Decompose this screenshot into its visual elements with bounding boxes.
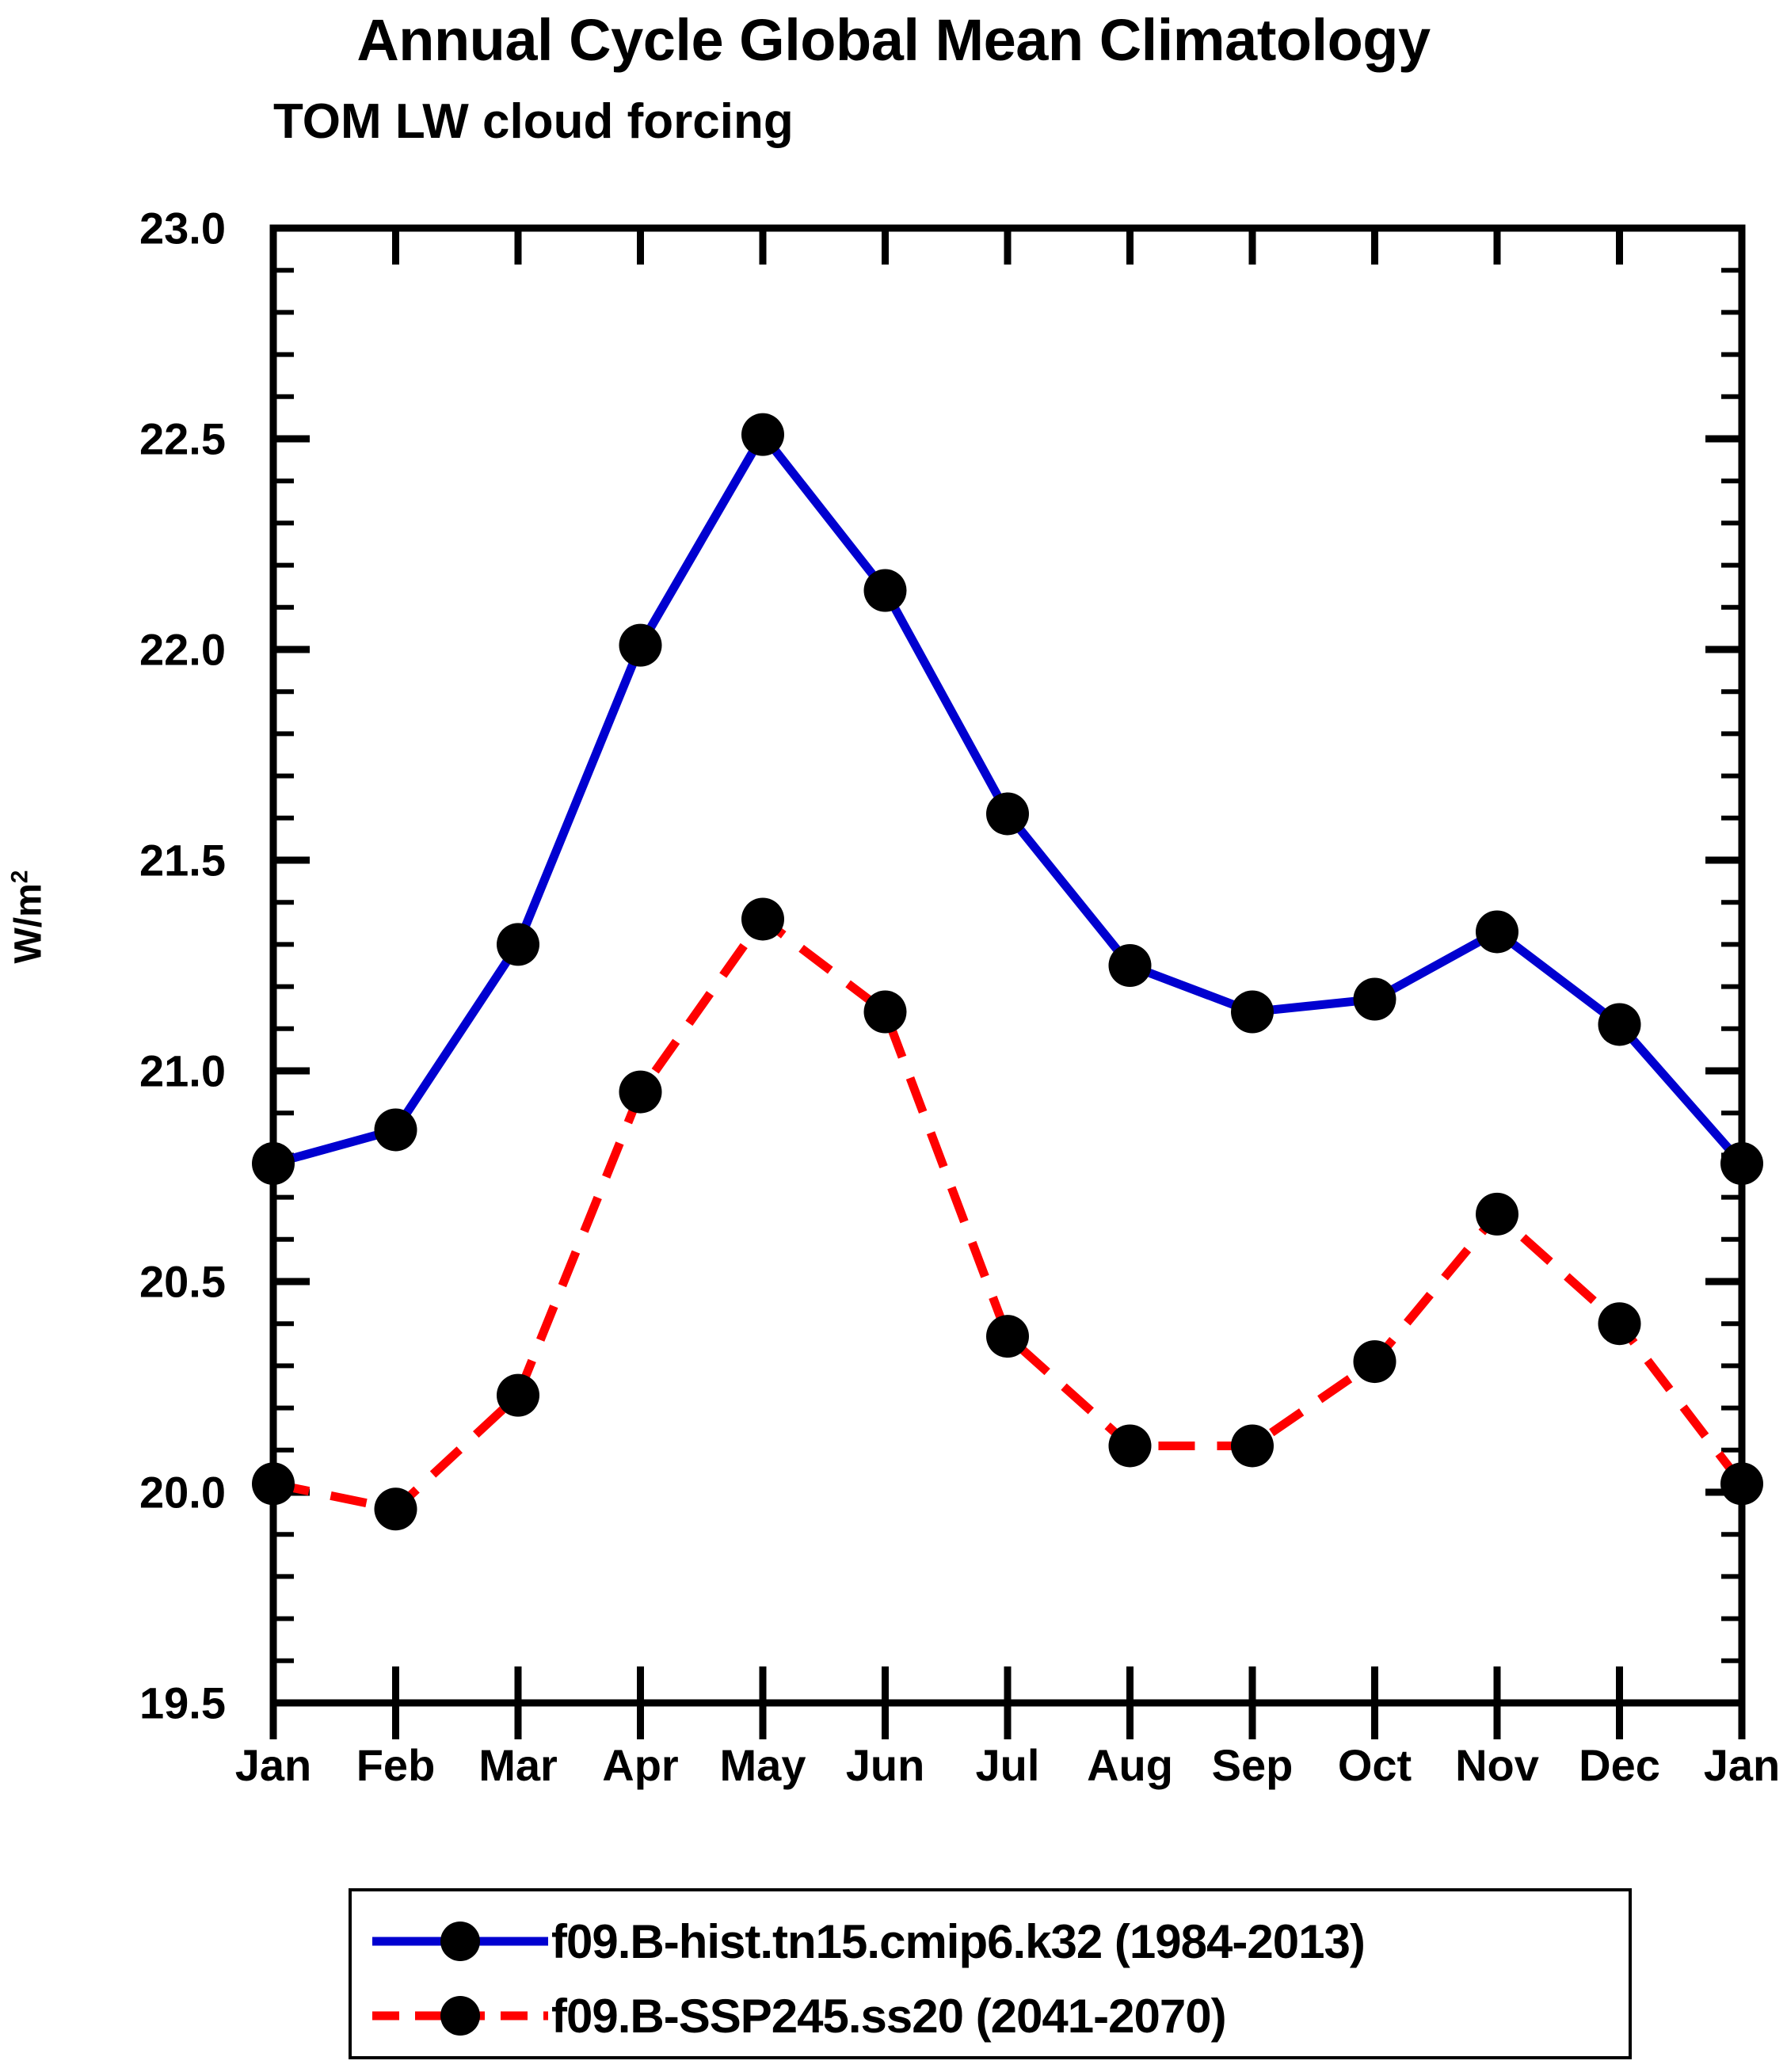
data-point-marker [1108, 944, 1152, 987]
x-tick-label: Oct [1337, 1740, 1412, 1790]
chart-legend: f09.B-hist.tn15.cmip6.k32 (1984-2013) f0… [349, 1888, 1632, 2059]
data-point-marker [1108, 1424, 1152, 1468]
x-tick-label: Sep [1211, 1740, 1294, 1790]
legend-label-0: f09.B-hist.tn15.cmip6.k32 (1984-2013) [551, 1914, 1366, 1968]
x-tick-label: Jan [234, 1740, 312, 1790]
x-tick-label: Dec [1579, 1740, 1660, 1790]
data-point-marker [1353, 977, 1396, 1021]
x-tick-label: Feb [356, 1740, 436, 1790]
y-tick-label: 21.5 [139, 835, 226, 886]
x-tick-label: Apr [602, 1740, 679, 1790]
y-tick-label: 23.0 [139, 203, 226, 253]
y-tick-label: 21.0 [139, 1046, 226, 1096]
legend-line-sample-dashed [369, 1992, 551, 2040]
data-point-marker [741, 413, 784, 456]
chart-subtitle: TOM LW cloud forcing [273, 94, 794, 149]
data-point-marker [1476, 1192, 1518, 1236]
data-point-marker [252, 1142, 295, 1186]
y-tick-label: 22.5 [139, 413, 226, 464]
y-tick-label: 20.5 [139, 1256, 226, 1307]
data-point-marker [741, 897, 784, 941]
data-point-marker [1720, 1142, 1763, 1186]
data-point-marker [1231, 1424, 1274, 1468]
data-point-marker [1720, 1462, 1763, 1506]
data-point-marker [374, 1108, 417, 1152]
series-line-1 [272, 914, 1746, 1514]
x-tick-label: Jan [1703, 1740, 1781, 1790]
y-tick-label: 22.0 [139, 624, 226, 675]
data-point-marker [1598, 1302, 1641, 1346]
data-point-marker [497, 923, 539, 966]
plot-frame [269, 224, 1746, 1707]
legend-item-1: f09.B-SSP245.ss20 (2041-2070) [352, 1980, 1629, 2051]
x-tick-label: Mar [478, 1740, 558, 1790]
data-point-marker [1231, 990, 1274, 1034]
data-point-marker [863, 569, 907, 612]
data-point-marker [1598, 1003, 1641, 1046]
x-tick-label: Nov [1455, 1740, 1539, 1790]
data-point-marker [1353, 1340, 1396, 1384]
x-tick-label: Aug [1087, 1740, 1173, 1790]
legend-line-sample-solid [369, 1918, 551, 1965]
data-point-marker [619, 623, 662, 667]
y-tick-label: 19.5 [139, 1678, 226, 1728]
data-point-marker [619, 1070, 662, 1114]
data-point-marker [863, 990, 907, 1034]
data-point-marker [1476, 910, 1518, 954]
chart-title: Annual Cycle Global Mean Climatology [356, 7, 1431, 73]
legend-item-0: f09.B-hist.tn15.cmip6.k32 (1984-2013) [352, 1906, 1629, 1977]
x-tick-label: May [719, 1740, 806, 1790]
legend-label-1: f09.B-SSP245.ss20 (2041-2070) [551, 1989, 1227, 2043]
x-tick-label: Jun [845, 1740, 925, 1790]
data-point-marker [986, 1315, 1029, 1358]
data-point-marker [252, 1462, 295, 1506]
data-point-marker [986, 792, 1029, 836]
data-point-marker [374, 1487, 417, 1531]
x-tick-label: Jul [975, 1740, 1040, 1790]
y-tick-label: 20.0 [139, 1467, 226, 1518]
data-point-marker [497, 1373, 539, 1417]
